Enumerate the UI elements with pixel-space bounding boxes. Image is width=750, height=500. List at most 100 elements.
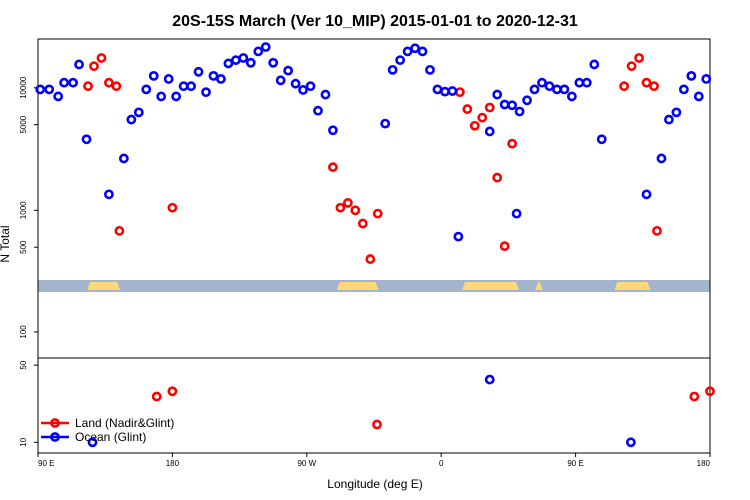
ocean-point-upper-62	[581, 77, 592, 88]
upper-y-tick-label-5000: 5000	[19, 115, 28, 133]
ocean-point-upper-54	[522, 95, 532, 106]
ocean-point-upper-0	[35, 84, 46, 95]
land-point-lower-3	[689, 391, 700, 402]
land-point-lower-2	[372, 419, 382, 430]
ocean-point-upper-19	[201, 87, 211, 98]
land-point-upper-10	[350, 205, 361, 216]
ocean-point-upper-3	[59, 77, 70, 88]
ocean-point-upper-20	[208, 70, 219, 81]
ocean-point-upper-59	[559, 84, 570, 95]
upper-y-tick-label-10000: 10000	[19, 76, 28, 99]
ocean-point-upper-52	[511, 208, 522, 219]
ocean-point-upper-32	[298, 85, 308, 95]
legend-land-marker	[50, 418, 60, 428]
data-points	[35, 42, 715, 448]
ocean-point-upper-4	[68, 77, 78, 88]
land-point-lower-0	[151, 391, 162, 402]
land-point-upper-17	[477, 112, 488, 123]
land-point-upper-0	[83, 81, 93, 92]
land-point-upper-20	[499, 241, 510, 252]
ocean-point-upper-64	[596, 134, 607, 145]
x-axis-label: Longitude (deg E)	[327, 477, 422, 491]
ocean-point-upper-18	[193, 66, 204, 77]
ocean-point-upper-30	[283, 65, 294, 76]
legend-ocean-label: Ocean (Glint)	[75, 430, 146, 444]
ocean-point-upper-38	[387, 64, 398, 75]
ocean-point-upper-65	[641, 189, 652, 200]
ocean-point-upper-40	[402, 46, 413, 57]
x-tick-label-0: 90 E	[38, 459, 54, 468]
land-band-3	[535, 282, 543, 290]
ocean-point-upper-2	[53, 91, 64, 102]
ocean-point-upper-46	[447, 86, 458, 96]
ocean-point-upper-49	[492, 89, 503, 100]
ocean-point-lower-1	[484, 374, 495, 385]
ocean-point-upper-68	[671, 107, 682, 118]
ocean-point-lower-2	[625, 437, 636, 448]
ocean-point-upper-35	[320, 89, 331, 100]
ocean-point-upper-15	[171, 91, 182, 102]
land-point-upper-19	[492, 172, 503, 183]
legend-ocean-marker	[50, 432, 60, 442]
ocean-point-upper-22	[223, 58, 234, 69]
land-point-upper-25	[641, 77, 652, 88]
land-point-upper-24	[634, 53, 644, 63]
ocean-point-upper-60	[566, 91, 577, 102]
ocean-point-upper-70	[686, 70, 697, 81]
ocean-point-upper-29	[275, 75, 286, 86]
land-point-upper-9	[342, 197, 353, 208]
ocean-point-upper-5	[74, 59, 84, 70]
legend: Land (Nadir&Glint)Ocean (Glint)	[41, 416, 174, 444]
ocean-point-upper-10	[133, 107, 144, 118]
lower-y-tick-label-100: 100	[19, 325, 28, 339]
ocean-point-upper-1	[44, 84, 55, 95]
land-point-upper-5	[114, 225, 125, 236]
land-point-upper-21	[507, 138, 518, 149]
land-point-upper-11	[357, 218, 368, 229]
upper-y-tick-label-1000: 1000	[19, 201, 28, 219]
ocean-point-upper-66	[656, 153, 667, 164]
ocean-point-upper-57	[544, 81, 555, 92]
land-point-upper-7	[328, 162, 338, 173]
ocean-point-upper-11	[141, 84, 152, 95]
land-band-4	[614, 282, 651, 290]
ocean-point-upper-25	[245, 57, 256, 68]
ocean-point-upper-12	[148, 70, 159, 81]
x-tick-label-3: 0	[439, 459, 444, 468]
ocean-point-upper-8	[118, 153, 129, 164]
land-point-upper-18	[484, 102, 495, 113]
land-point-upper-3	[104, 77, 114, 88]
land-band-1	[336, 282, 379, 290]
ocean-point-upper-27	[260, 42, 271, 52]
x-tick-label-1: 180	[166, 459, 180, 468]
ocean-point-upper-9	[126, 114, 137, 125]
land-point-upper-8	[335, 202, 346, 213]
upper-y-tick-label-500: 500	[19, 240, 28, 254]
land-point-upper-13	[372, 208, 383, 219]
ocean-point-upper-28	[268, 57, 279, 68]
ocean-point-lower-0	[87, 437, 98, 448]
land-point-upper-12	[365, 254, 376, 264]
ocean-point-upper-71	[693, 91, 704, 102]
land-point-upper-27	[652, 225, 662, 236]
ocean-point-upper-34	[313, 105, 323, 116]
land-point-upper-26	[649, 81, 659, 92]
ocean-point-upper-6	[81, 134, 92, 145]
ocean-point-upper-26	[253, 46, 264, 57]
ocean-point-upper-7	[104, 189, 114, 200]
ocean-point-upper-67	[664, 114, 674, 125]
lower-y-tick-label-50: 50	[19, 360, 28, 369]
land-point-upper-2	[96, 53, 107, 63]
land-band-0	[87, 282, 121, 290]
x-tick-label-5: 180	[697, 459, 711, 468]
land-point-upper-1	[89, 61, 99, 72]
ocean-point-upper-51	[507, 100, 518, 111]
land-point-upper-15	[462, 104, 473, 114]
land-point-lower-4	[705, 386, 715, 397]
ocean-point-upper-48	[484, 126, 495, 137]
land-ocean-strip	[38, 280, 710, 292]
ocean-point-upper-47	[453, 231, 464, 242]
ocean-point-upper-17	[186, 81, 196, 92]
plot-frame	[37, 38, 711, 454]
